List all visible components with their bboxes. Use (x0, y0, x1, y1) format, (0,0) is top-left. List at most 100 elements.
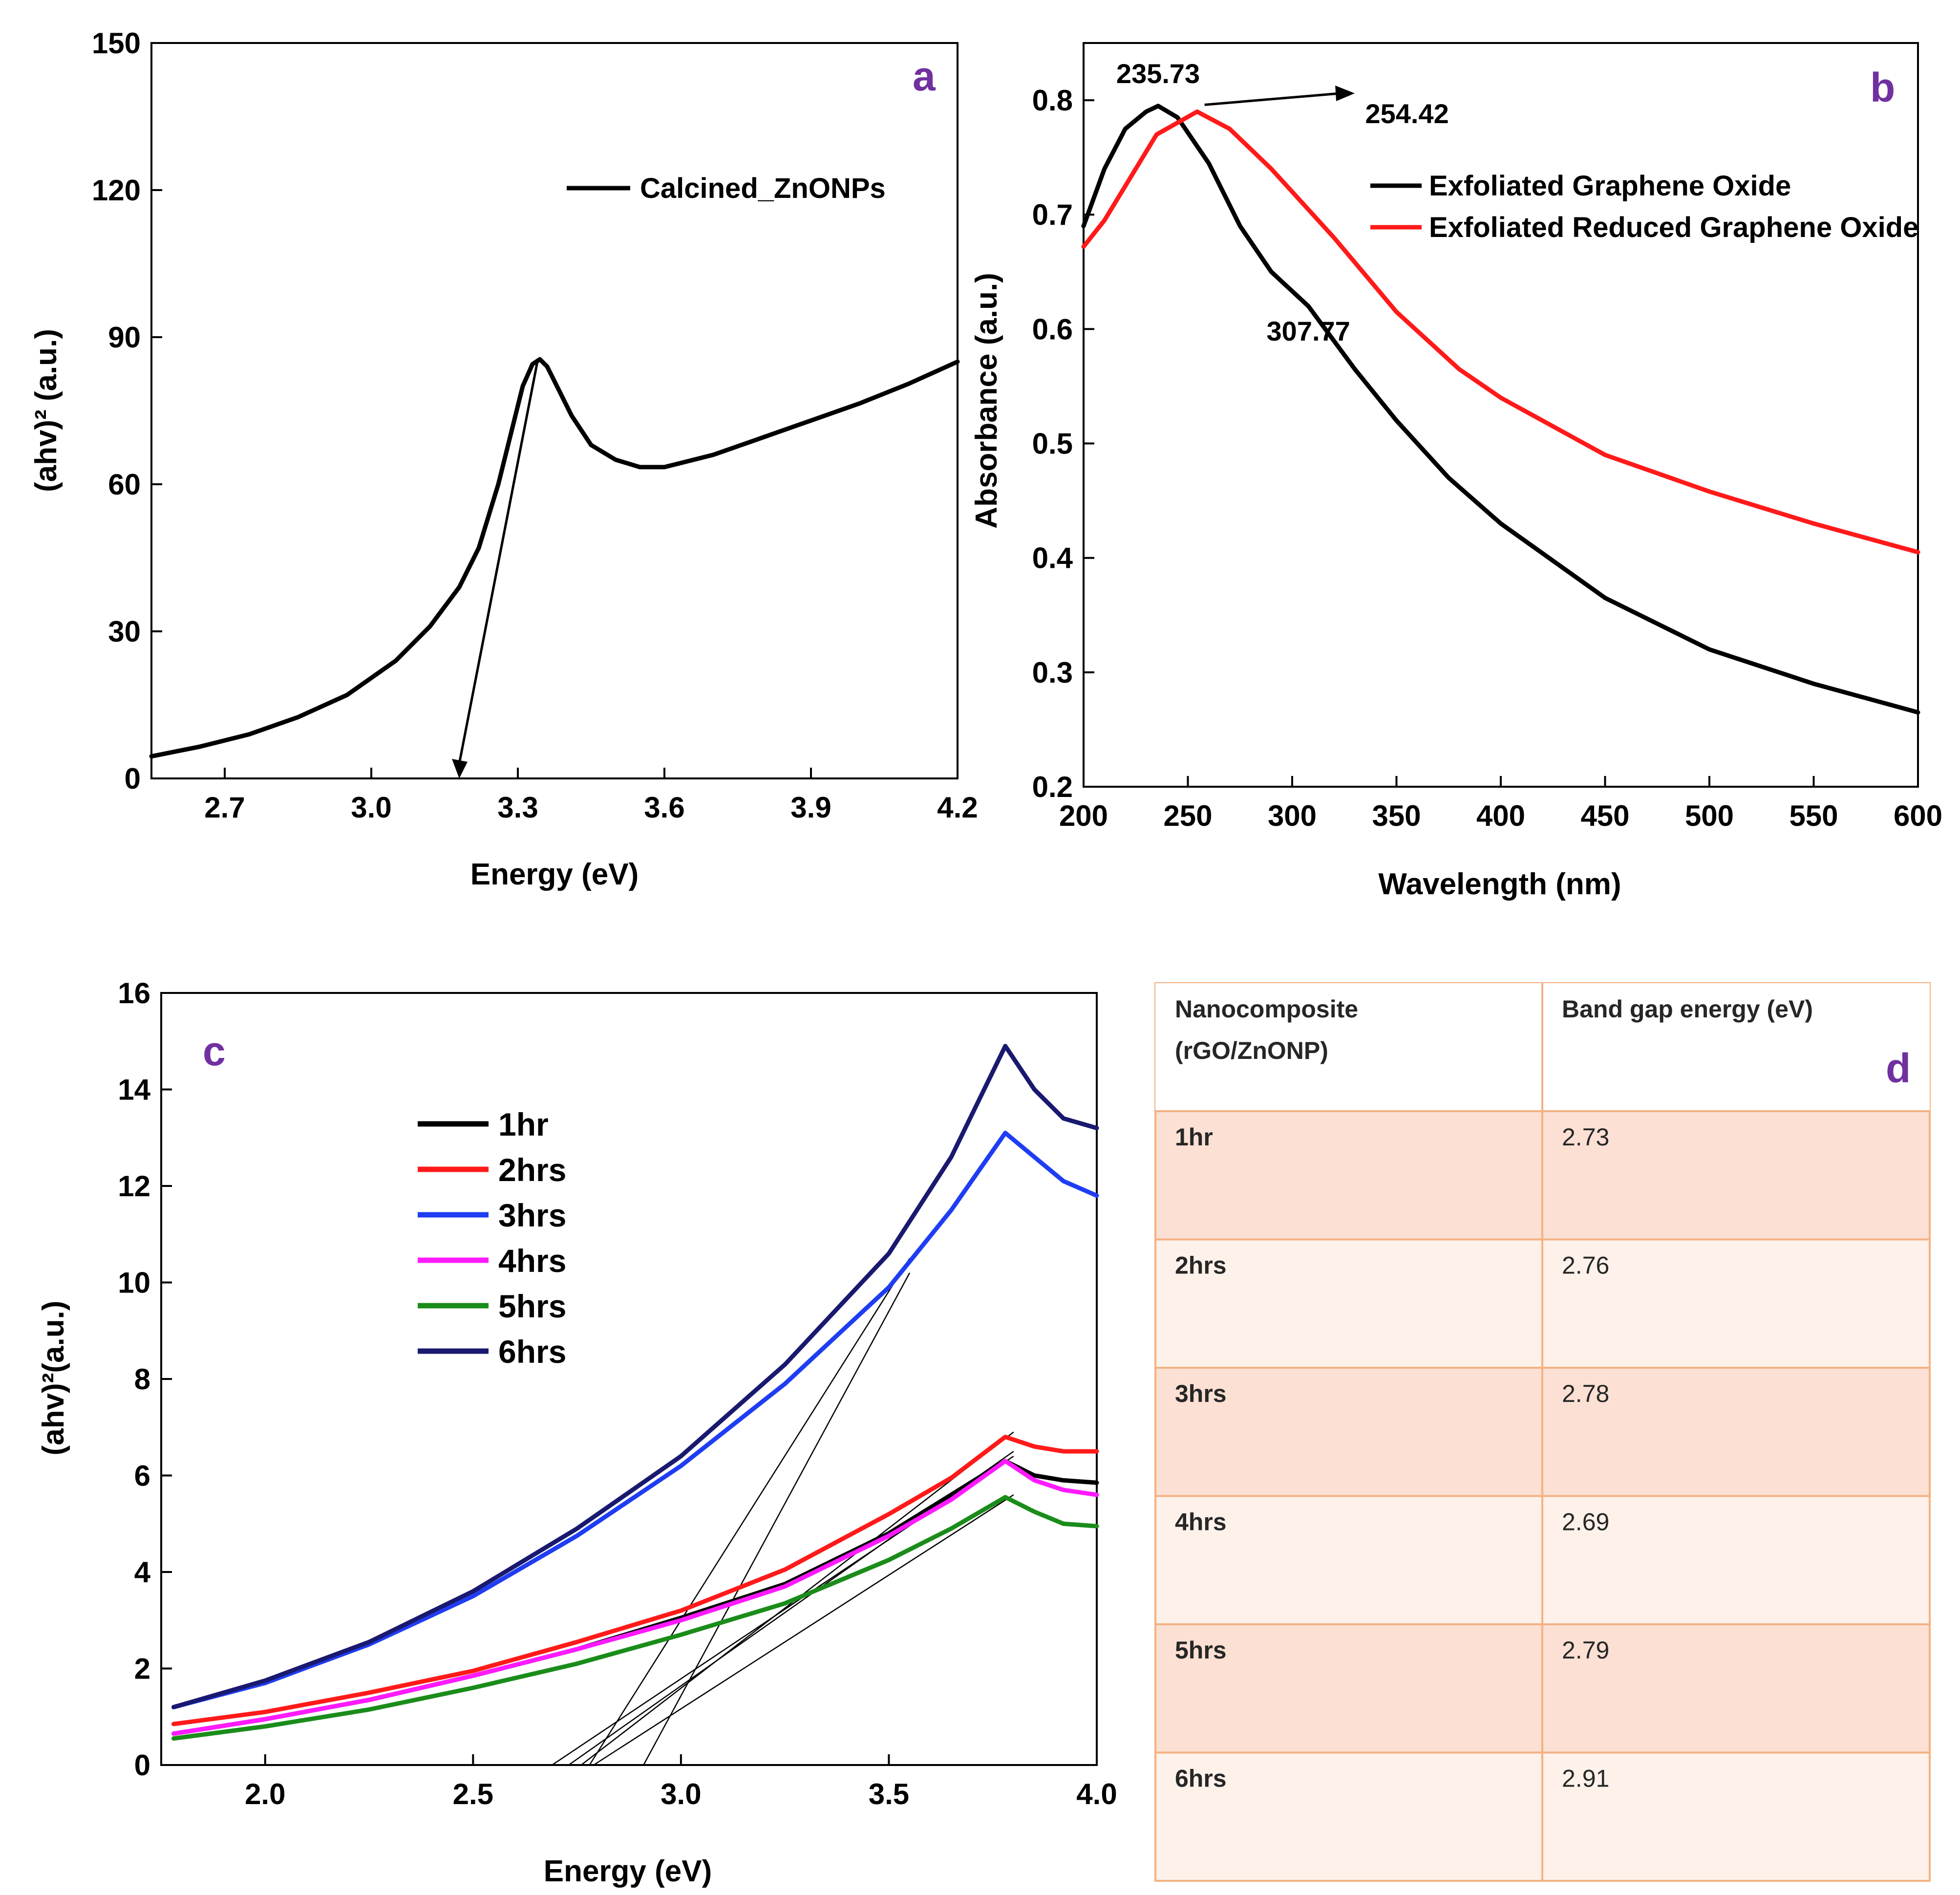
table-cell-sample: 5hrs (1175, 1637, 1227, 1664)
panel-b-ytick-label: 0.5 (1032, 428, 1073, 460)
panel-a-ytick-label: 150 (92, 27, 141, 60)
table-cell-sample: 4hrs (1175, 1508, 1227, 1536)
panel-c-ytick-label: 10 (118, 1267, 150, 1299)
panel-a-frame (150, 42, 959, 779)
panel-a-xlabel: Energy (eV) (470, 858, 639, 891)
table-cell-band-gap: 2.78 (1562, 1380, 1609, 1407)
panel-b-xtick-label: 400 (1476, 799, 1525, 832)
panel-c-xtick-label: 3.5 (869, 1778, 909, 1810)
panel-c-legend-label: 1hr (498, 1106, 549, 1142)
panel-c-ytick-label: 14 (118, 1074, 150, 1106)
panel-b-ylabel: Absorbance (a.u.) (970, 273, 1003, 529)
panel-c-legend-label: 5hrs (498, 1288, 566, 1324)
panel-c-series-2hrs (171, 1435, 1099, 1726)
panel-c-series-5hrs (171, 1495, 1099, 1741)
panel-b-xtick-label: 450 (1580, 799, 1629, 832)
panel-c-ytick-label: 12 (118, 1170, 150, 1203)
panel-a-ytick-label: 30 (108, 615, 141, 648)
panel-b-ytick-label: 0.3 (1032, 656, 1073, 689)
panel-a-arrow-head (452, 759, 468, 778)
panel-b-xtick-label: 300 (1268, 799, 1317, 832)
panel-c-ytick-label: 4 (134, 1556, 151, 1589)
panel-c: 2.0 2.5 3.0 3.5 4.0 0 2 4 6 8 10 12 14 16 1hr 2hrs 3hrs… (37, 977, 1117, 1888)
panel-a-letter: a (913, 53, 936, 99)
panel-b-shoulder-label: 307.77 (1267, 316, 1350, 346)
panel-b-xtick-label: 350 (1372, 799, 1421, 832)
panel-c-legend-label: 6hrs (498, 1334, 566, 1370)
panel-a-xtick-label: 3.3 (497, 791, 538, 824)
panel-c-ytick-label: 6 (134, 1460, 150, 1492)
panel-a-ylabel: (ahv)² (a.u.) (29, 329, 63, 492)
panel-c-tangent-line (643, 1272, 911, 1766)
panel-b-xtick-label: 550 (1789, 799, 1838, 832)
panel-b-ytick-label: 0.2 (1032, 771, 1073, 803)
panel-a-legend-label: Calcined_ZnONPs (640, 172, 886, 204)
panel-b-series-exfoliated-reduced-graphene-oxide (1081, 109, 1920, 555)
table-cell-band-gap: 2.76 (1562, 1252, 1609, 1279)
panel-d: 1hr 2.73 2hrs 2.76 3hrs 2.78 4hrs 2.69 5hrs 2.79 6… (1154, 982, 1931, 1882)
panel-c-ylabel: (ahv)²(a.u.) (37, 1301, 70, 1456)
panel-c-tangent-line (589, 1258, 911, 1766)
panel-b-legend-label-0: Exfoliated Graphene Oxide (1429, 170, 1791, 202)
panel-b-shift-arrow-head (1335, 86, 1355, 102)
panel-b-xtick-label: 250 (1163, 799, 1212, 832)
panel-b-peak-label-rgo: 254.42 (1365, 98, 1449, 129)
table-cell-sample: 1hr (1175, 1123, 1213, 1151)
panel-a-ytick-label: 90 (108, 321, 141, 354)
panel-b-peak-label-go: 235.73 (1116, 58, 1200, 89)
panel-c-series-4hrs (171, 1459, 1099, 1736)
panel-a-xtick-label: 2.7 (204, 791, 245, 824)
panel-c-xtick-label: 4.0 (1076, 1778, 1117, 1810)
panel-c-letter: c (203, 1028, 226, 1074)
table-cell-band-gap: 2.79 (1562, 1637, 1609, 1664)
panel-c-legend-label: 4hrs (498, 1243, 566, 1279)
panel-c-xlabel: Energy (eV) (544, 1854, 712, 1888)
panel-a-ytick-label: 60 (108, 468, 141, 501)
panel-c-legend-label: 3hrs (498, 1197, 566, 1233)
panel-c-ytick-label: 0 (134, 1749, 150, 1782)
panel-b-shift-arrow-shaft (1204, 92, 1341, 106)
panel-b-series-exfoliated-graphene-oxide (1081, 104, 1920, 715)
table-cell-sample: 2hrs (1175, 1252, 1227, 1279)
panel-a-xtick-label: 3.0 (351, 791, 391, 824)
table-cell-sample: 3hrs (1175, 1380, 1227, 1407)
panel-b-letter: b (1870, 65, 1895, 110)
panel-b-xtick-label: 500 (1685, 799, 1734, 832)
panel-b: 200 250 300 350 400 450 500 550 600 0.2 0.3 0.4 0.5 0… (970, 42, 1942, 901)
panel-a: 2.7 3.0 3.3 3.6 3.9 4.2 0 30 60 90 120 150 Energy (… (29, 27, 978, 891)
panel-c-series-6hrs (171, 1044, 1099, 1709)
panel-a-xtick-label: 3.9 (790, 791, 831, 824)
panel-b-legend-label-1: Exfoliated Reduced Graphene Oxide (1429, 212, 1918, 243)
panel-a-ytick-label: 0 (125, 762, 141, 795)
panel-b-xtick-label: 600 (1894, 799, 1942, 832)
panel-b-xtick-label: 200 (1059, 799, 1108, 832)
panel-c-series-3hrs (171, 1130, 1099, 1709)
panel-a-xtick-label: 4.2 (937, 791, 978, 824)
table-cell-band-gap: 2.69 (1562, 1508, 1609, 1536)
panel-b-xlabel: Wavelength (nm) (1378, 867, 1621, 901)
table-header-nanocomposite: Nanocomposite (1175, 995, 1358, 1023)
panel-a-xtick-label: 3.6 (644, 791, 684, 824)
panel-c-legend-label: 2hrs (498, 1152, 566, 1188)
panel-b-ytick-label: 0.8 (1032, 84, 1073, 117)
panel-c-ytick-label: 2 (134, 1653, 150, 1685)
panel-c-ytick-label: 16 (118, 977, 150, 1010)
table-header-rgo-znonp: (rGO/ZnONP) (1175, 1037, 1328, 1064)
panel-c-xtick-label: 2.5 (453, 1778, 493, 1810)
panel-c-ytick-label: 8 (134, 1363, 150, 1396)
panel-b-ytick-label: 0.4 (1032, 542, 1073, 575)
panel-c-xtick-label: 3.0 (660, 1778, 701, 1810)
panel-c-xtick-label: 2.0 (245, 1778, 285, 1810)
table-cell-band-gap: 2.91 (1562, 1765, 1609, 1792)
panel-d-letter: d (1886, 1045, 1911, 1091)
table-header-band-gap: Band gap energy (eV) (1562, 995, 1813, 1023)
panel-c-tangent-line (593, 1494, 1014, 1766)
table-cell-sample: 6hrs (1175, 1765, 1227, 1792)
table-cell-band-gap: 2.73 (1562, 1123, 1609, 1151)
panel-b-ytick-label: 0.7 (1032, 198, 1073, 231)
panel-a-ytick-label: 120 (92, 174, 141, 207)
panel-a-arrow-shaft (458, 361, 539, 764)
panel-a-series-calcined-znonps (149, 357, 960, 759)
panel-b-ytick-label: 0.6 (1032, 313, 1073, 345)
